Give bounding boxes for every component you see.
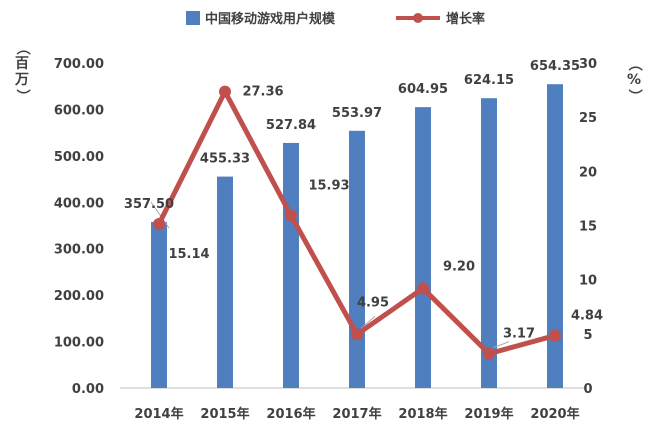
growth-point-2016年	[285, 209, 297, 222]
legend-bar-swatch	[186, 11, 200, 25]
right-tick-label: 20	[579, 165, 597, 180]
left-tick-label: 300.00	[54, 243, 104, 258]
bar-value-label: 527.84	[266, 118, 316, 133]
bar-value-label: 357.50	[124, 197, 174, 212]
x-tick-label: 2017年	[332, 406, 381, 422]
bar-value-label: 553.97	[332, 106, 382, 121]
bar-2016年	[283, 142, 299, 388]
right-unit-char: （	[626, 57, 642, 71]
left-tick-label: 600.00	[54, 103, 104, 118]
left-axis-unit: （百万）	[14, 41, 30, 103]
left-unit-char: 百	[15, 56, 29, 72]
left-tick-label: 700.00	[54, 57, 104, 72]
growth-point-2020年	[549, 329, 561, 342]
left-tick-label: 200.00	[54, 289, 104, 304]
line-value-label: 15.14	[168, 247, 209, 262]
growth-line	[153, 85, 561, 360]
line-value-label: 9.20	[443, 259, 475, 274]
x-tick-label: 2018年	[398, 406, 447, 422]
right-tick-label: 10	[579, 274, 597, 289]
bar-2017年	[349, 130, 365, 389]
bar-2015年	[217, 176, 233, 388]
leader-line	[150, 201, 170, 229]
line-value-label: 27.36	[242, 85, 283, 100]
line-value-label: 15.93	[308, 178, 349, 193]
bar-2014年	[151, 222, 167, 388]
line-labels: 15.14 27.36 15.93 4.95 9.20 3.17 4.84	[168, 85, 603, 342]
right-axis-ticks: 0 5 10 15 20 25 30	[579, 57, 597, 397]
growth-point-2015年	[219, 85, 231, 98]
bar-value-label: 604.95	[398, 82, 448, 97]
left-unit-char: ）	[14, 89, 30, 103]
growth-point-2014年	[153, 217, 165, 230]
x-axis-ticks: 2014年 2015年 2016年 2017年 2018年 2019年 2020年	[134, 406, 579, 422]
leader-line	[360, 315, 376, 329]
right-tick-label: 25	[579, 111, 597, 126]
left-tick-label: 100.00	[54, 336, 104, 351]
left-unit-char: （	[14, 41, 30, 55]
line-value-label: 4.95	[357, 295, 389, 310]
x-tick-label: 2015年	[200, 406, 249, 422]
bar-2018年	[415, 107, 431, 388]
x-tick-label: 2016年	[266, 406, 315, 422]
bar-2019年	[481, 98, 497, 389]
right-tick-label: 5	[583, 328, 592, 343]
left-unit-char: 万	[14, 72, 29, 88]
left-tick-label: 500.00	[54, 150, 104, 165]
right-unit-char: %	[627, 72, 641, 88]
line-value-label: 4.84	[571, 309, 603, 324]
right-axis-unit: （%）	[626, 57, 642, 103]
x-tick-label: 2019年	[464, 406, 513, 422]
left-axis-ticks: 0.00 100.00 200.00 300.00 400.00 500.00 600.00…	[54, 57, 104, 397]
x-tick-label: 2014年	[134, 406, 183, 422]
right-tick-label: 30	[579, 57, 597, 72]
growth-point-2018年	[417, 282, 429, 295]
leader-lines	[150, 201, 510, 349]
left-tick-label: 0.00	[72, 382, 104, 397]
growth-point-2017年	[351, 328, 363, 341]
right-tick-label: 0	[583, 382, 592, 397]
right-tick-label: 15	[579, 220, 597, 235]
bar-labels: 357.50 455.33 527.84 553.97 604.95 624.15 654.…	[124, 59, 580, 212]
growth-point-2019年	[483, 347, 495, 360]
legend-bar-label: 中国移动游戏用户规模	[205, 11, 336, 27]
x-tick-label: 2020年	[530, 406, 579, 422]
bar-value-label: 455.33	[200, 152, 250, 167]
legend: 中国移动游戏用户规模 增长率	[186, 11, 485, 27]
leader-line	[492, 341, 510, 349]
legend-line-marker	[413, 13, 423, 23]
bars	[151, 84, 563, 389]
legend-line-label: 增长率	[446, 11, 485, 27]
left-tick-label: 400.00	[54, 196, 104, 211]
right-unit-char: ）	[626, 89, 642, 103]
bar-value-label: 654.35	[530, 59, 580, 74]
line-value-label: 3.17	[503, 327, 535, 342]
bar-value-label: 624.15	[464, 73, 514, 88]
bar-2020年	[547, 84, 563, 388]
